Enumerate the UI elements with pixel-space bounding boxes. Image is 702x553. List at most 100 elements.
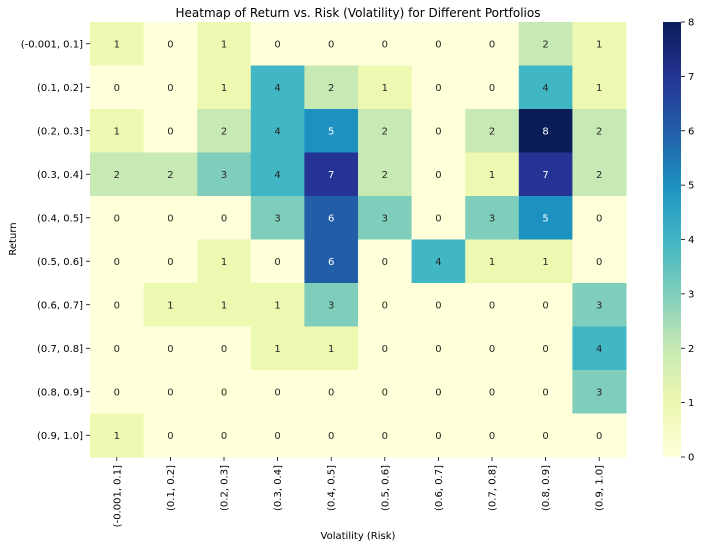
heatmap-cell (411, 326, 466, 371)
cell-value-label: 0 (114, 213, 120, 224)
x-tick-label: (0.5, 0.6] (380, 465, 391, 511)
cell-value-label: 0 (114, 387, 120, 398)
cell-value-label: 0 (221, 213, 227, 224)
cell-value-label: 0 (382, 431, 388, 442)
cell-value-label: 1 (489, 257, 495, 268)
heatmap-cell (518, 326, 573, 371)
cell-value-label: 1 (221, 39, 227, 50)
x-axis-label: Volatility (Risk) (321, 531, 396, 542)
heatmap-cell (358, 326, 413, 371)
heatmap-cell (358, 65, 413, 110)
cell-value-label: 5 (328, 126, 334, 137)
cell-value-label: 6 (328, 213, 334, 224)
colorbar-tick-label: 6 (688, 126, 694, 137)
heatmap-cell (358, 22, 413, 66)
cell-value-label: 0 (435, 387, 441, 398)
cell-value-label: 0 (435, 344, 441, 355)
heatmap-cell (518, 152, 573, 197)
heatmap-cell (250, 326, 305, 371)
y-tick-label: (0.7, 0.8] (37, 344, 83, 355)
heatmap-cell (304, 22, 359, 66)
heatmap-cell (411, 239, 466, 284)
cell-value-label: 0 (167, 126, 173, 137)
cell-value-label: 0 (489, 344, 495, 355)
heatmap-cell (465, 196, 520, 240)
heatmap-cell (304, 152, 359, 197)
heatmap-cell (90, 283, 145, 327)
cell-value-label: 1 (167, 300, 173, 311)
heatmap-cell (250, 283, 305, 327)
y-tick-label: (0.1, 0.2] (37, 83, 83, 94)
y-axis-ticks: (-0.001, 0.1] (0.1, 0.2] (0.2, 0.3] (0.3, 0… (21, 39, 90, 442)
heatmap-cell (250, 22, 305, 66)
cell-value-label: 0 (221, 344, 227, 355)
heatmap-cell (411, 152, 466, 197)
heatmap-cell (197, 152, 252, 197)
heatmap-cell (518, 65, 573, 110)
heatmap-cell (465, 22, 520, 66)
heatmap-cell (411, 109, 466, 153)
cell-value-label: 0 (167, 431, 173, 442)
heatmap-cell (197, 22, 252, 66)
heatmap-cell (572, 370, 627, 414)
heatmap-cell (358, 370, 413, 414)
cell-value-label: 2 (221, 126, 227, 137)
x-tick-label: (0.9, 1.0] (595, 465, 606, 511)
heatmap-cell (143, 65, 198, 110)
x-tick-label: (-0.001, 0.1] (112, 465, 123, 527)
heatmap-cell (465, 239, 520, 284)
heatmap-cell (572, 22, 627, 66)
cell-value-label: 1 (274, 344, 280, 355)
heatmap-cell (197, 109, 252, 153)
cell-value-label: 1 (328, 344, 334, 355)
heatmap-cell (304, 326, 359, 371)
colorbar-tick-label: 3 (688, 289, 694, 300)
heatmap-cell (197, 196, 252, 240)
cell-value-label: 0 (435, 39, 441, 50)
heatmap-cell (518, 283, 573, 327)
cell-value-label: 6 (328, 257, 334, 268)
x-axis-ticks: (-0.001, 0.1] (0.1, 0.2] (0.2, 0.3] (0.3, 0… (112, 457, 606, 527)
y-tick-label: (-0.001, 0.1] (21, 39, 83, 50)
colorbar-tick-label: 4 (688, 235, 694, 246)
heatmap-cell (90, 65, 145, 110)
cell-value-label: 0 (221, 431, 227, 442)
cell-value-label: 0 (596, 257, 602, 268)
cell-value-label: 2 (489, 126, 495, 137)
heatmap-cell (304, 370, 359, 414)
heatmap-cell (143, 370, 198, 414)
cell-value-label: 0 (596, 213, 602, 224)
heatmap-cell (197, 370, 252, 414)
cell-value-label: 0 (167, 83, 173, 94)
cell-value-label: 2 (542, 39, 548, 50)
cell-value-label: 1 (274, 300, 280, 311)
heatmap-cell (465, 370, 520, 414)
heatmap-cell (143, 109, 198, 153)
cell-value-label: 0 (167, 39, 173, 50)
cell-value-label: 3 (221, 170, 227, 181)
heatmap-cell (411, 283, 466, 327)
heatmap-cell (250, 65, 305, 110)
heatmap-cells: 1 0 1 0 0 0 0 0 2 1 0 0 1 4 2 1 0 0 4 1 1 0 2 4 5 2 0 2 8 2 2 2 3 4 7 2 0 1 7 2… (90, 22, 627, 458)
cell-value-label: 0 (382, 300, 388, 311)
cell-value-label: 0 (435, 170, 441, 181)
heatmap-cell (572, 109, 627, 153)
heatmap-cell (518, 109, 573, 153)
cell-value-label: 0 (489, 300, 495, 311)
cell-value-label: 0 (167, 387, 173, 398)
x-tick-label: (0.3, 0.4] (273, 465, 284, 511)
cell-value-label: 0 (435, 83, 441, 94)
y-tick-label: (0.8, 0.9] (37, 387, 83, 398)
heatmap-cell (358, 239, 413, 284)
heatmap-cell (197, 326, 252, 371)
cell-value-label: 3 (328, 300, 334, 311)
heatmap-cell (143, 196, 198, 240)
cell-value-label: 0 (382, 344, 388, 355)
cell-value-label: 0 (382, 387, 388, 398)
cell-value-label: 1 (596, 83, 602, 94)
cell-value-label: 1 (221, 83, 227, 94)
y-axis-label: Return (8, 222, 19, 255)
heatmap-cell (358, 152, 413, 197)
heatmap-cell (304, 196, 359, 240)
